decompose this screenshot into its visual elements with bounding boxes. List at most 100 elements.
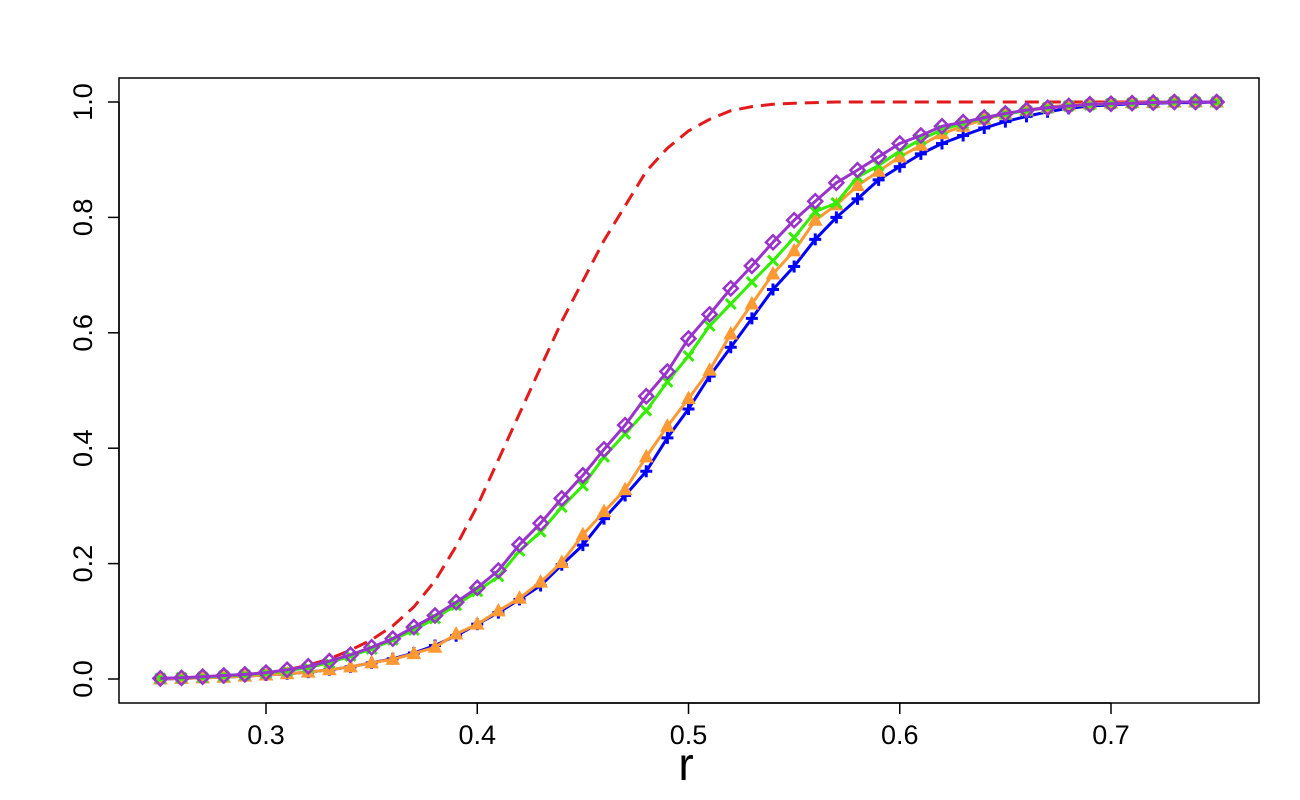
data-point: [531, 514, 550, 532]
data-point: [193, 667, 212, 686]
data-point: [406, 645, 422, 660]
series-2: [153, 93, 1224, 685]
data-point: [890, 134, 909, 153]
data-point: [807, 212, 823, 226]
data-point: [745, 312, 758, 325]
data-point: [427, 639, 443, 653]
data-point: [723, 325, 739, 340]
data-point: [575, 526, 591, 541]
data-point: [724, 341, 737, 354]
data-point: [954, 113, 972, 131]
series-0: [160, 100, 1217, 681]
series-line: [160, 100, 1217, 680]
series-layer: [151, 93, 1226, 688]
data-point: [343, 658, 358, 673]
data-point: [827, 174, 846, 192]
series-3: [154, 95, 1223, 685]
data-point: [383, 629, 402, 648]
y-tick-label: 0.2: [68, 545, 98, 583]
data-point: [1102, 94, 1120, 113]
data-point: [830, 196, 843, 210]
data-point: [510, 535, 529, 554]
data-point: [682, 349, 695, 362]
data-point: [809, 205, 822, 218]
data-point: [151, 669, 170, 688]
data-point: [364, 654, 379, 669]
data-point: [975, 108, 994, 127]
data-point: [447, 593, 465, 612]
data-point: [744, 295, 760, 310]
data-point: [893, 160, 906, 173]
data-point: [533, 574, 548, 588]
data-point: [471, 585, 484, 598]
data-point: [448, 625, 464, 640]
data-point: [788, 260, 801, 273]
data-point: [766, 254, 780, 267]
data-point: [806, 192, 825, 211]
data-point: [702, 362, 717, 376]
data-point: [679, 329, 698, 348]
data-point: [489, 561, 508, 580]
data-point: [785, 211, 803, 230]
series-1: [154, 96, 1223, 685]
data-point: [765, 265, 781, 280]
x-tick-label: 0.4: [458, 720, 496, 750]
data-point: [1038, 99, 1057, 117]
data-point: [809, 233, 822, 246]
data-point: [320, 652, 339, 670]
data-point: [576, 539, 589, 552]
data-point: [617, 481, 633, 496]
data-point: [638, 448, 654, 463]
data-point: [595, 440, 613, 459]
data-point: [1123, 94, 1141, 112]
data-point: [661, 375, 674, 388]
data-point: [682, 402, 695, 415]
data-point: [1017, 101, 1036, 119]
data-point: [660, 418, 675, 432]
data-point: [552, 489, 571, 508]
data-point: [1081, 95, 1099, 114]
y-tick-label: 0.8: [68, 199, 98, 237]
data-point: [426, 606, 444, 625]
data-point: [616, 416, 634, 434]
data-point: [362, 638, 381, 657]
data-point: [850, 177, 865, 192]
data-point: [1165, 93, 1184, 111]
data-point: [912, 126, 930, 145]
data-point: [299, 657, 318, 676]
data-point: [214, 666, 233, 685]
x-tick-label: 0.3: [247, 720, 285, 750]
x-tick-label: 0.7: [1092, 720, 1130, 750]
data-point: [933, 117, 951, 136]
data-point: [574, 466, 592, 485]
data-point: [767, 283, 779, 296]
y-tick-label: 0.0: [68, 660, 98, 698]
data-point: [661, 431, 674, 444]
data-point: [681, 390, 696, 405]
x-axis-title: r: [678, 738, 693, 790]
data-point: [658, 362, 677, 381]
data-point: [1059, 97, 1078, 115]
data-point: [637, 387, 656, 406]
plot-frame: [118, 77, 1260, 704]
y-tick-label: 1.0: [68, 83, 98, 121]
data-point: [257, 663, 275, 682]
data-point: [764, 233, 782, 251]
y-tick-label: 0.4: [68, 429, 98, 467]
data-point: [554, 554, 570, 568]
data-point: [700, 305, 719, 324]
data-point: [830, 211, 843, 224]
data-point: [851, 192, 864, 205]
data-point: [236, 665, 254, 684]
x-tick-label: 0.5: [670, 720, 708, 750]
data-point: [172, 669, 191, 687]
data-point: [469, 616, 485, 630]
data-point: [278, 661, 296, 679]
data-point: [788, 231, 801, 244]
x-axis: 0.3 0.4 0.5 0.6 0.7: [247, 702, 1130, 750]
y-axis: 0.0 0.2 0.4 0.6 0.8 1.0: [68, 83, 120, 698]
data-point: [721, 279, 740, 298]
data-point: [385, 651, 401, 665]
series-line: [160, 100, 1217, 681]
